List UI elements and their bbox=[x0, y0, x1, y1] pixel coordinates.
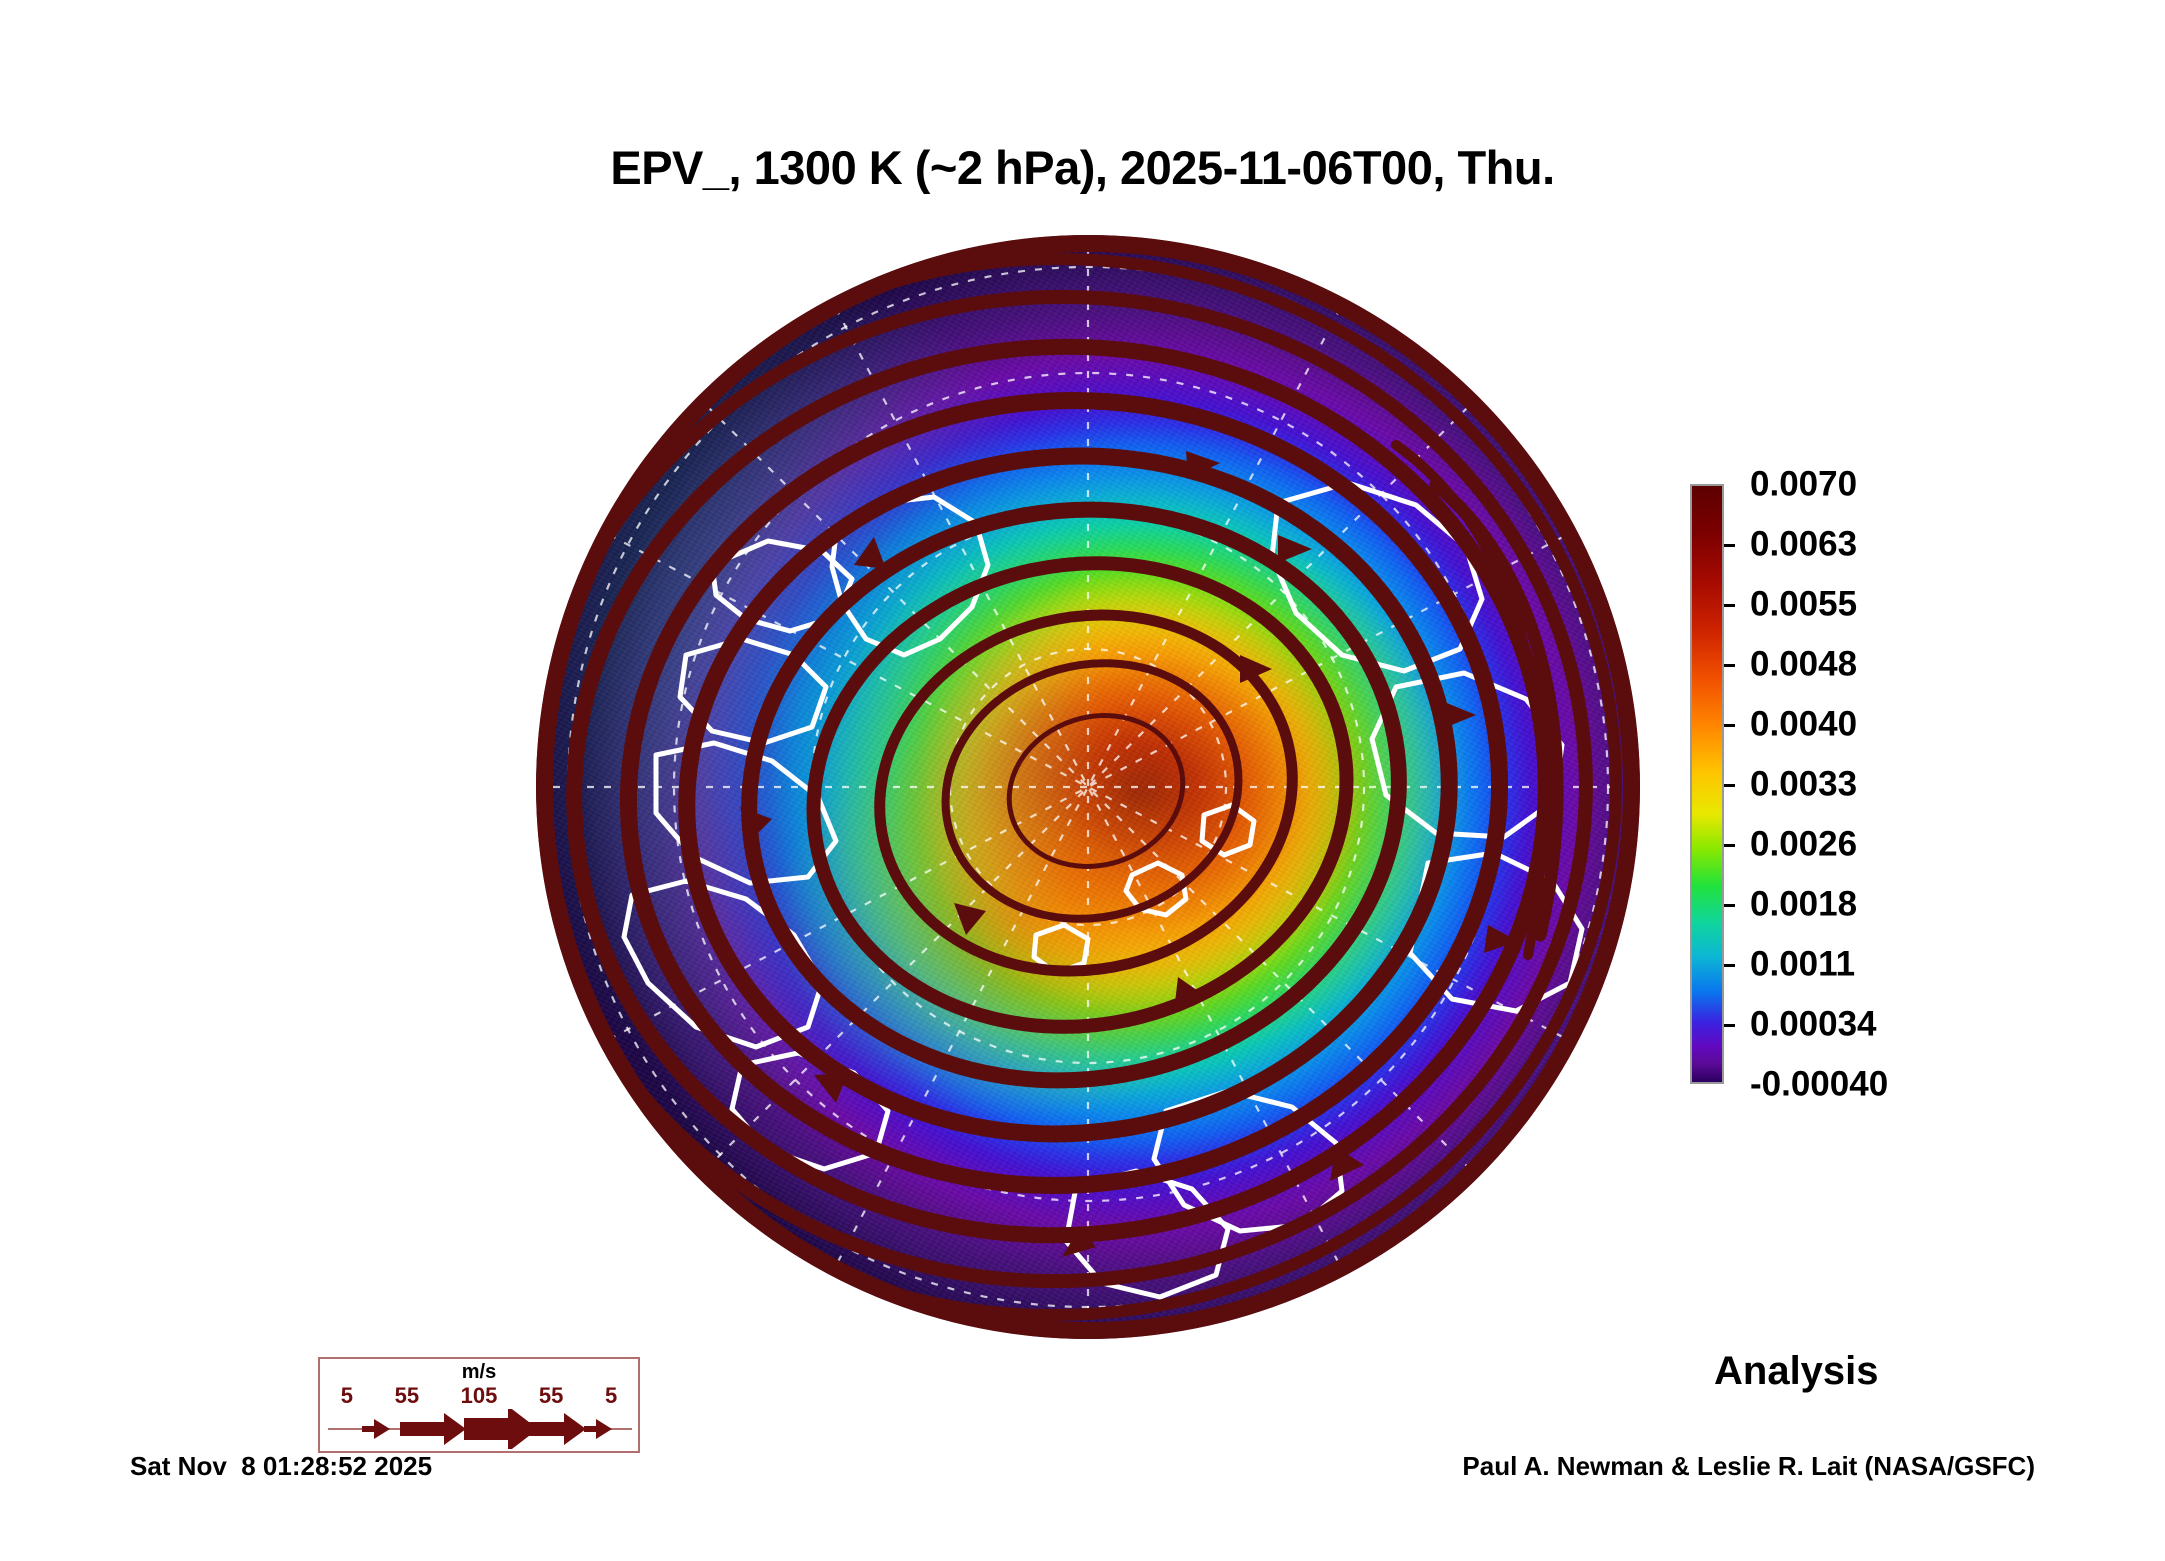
colorbar-tick-label: 0.0011 bbox=[1750, 944, 1856, 984]
colorbar-tick bbox=[1724, 844, 1735, 847]
polar-projection-disc bbox=[536, 235, 1640, 1339]
author-credit: Paul A. Newman & Leslie R. Lait (NASA/GS… bbox=[1462, 1451, 2035, 1481]
colorbar-tick-label: 0.0018 bbox=[1750, 884, 1858, 924]
wind-key-unit-label: m/s bbox=[461, 1361, 497, 1383]
colorbar: 0.0070 0.0063 0.0055 0.0048 0.0040 0.0033 0.00… bbox=[1690, 467, 1960, 1102]
page-title: EPV_, 1300 K (~2 hPa), 2025-11-06T00, Th… bbox=[610, 141, 1555, 194]
generation-timestamp: Sat Nov 8 01:28:52 2025 bbox=[130, 1451, 433, 1481]
colorbar-tick bbox=[1724, 724, 1735, 727]
colorbar-tick-label: -0.00040 bbox=[1750, 1064, 1889, 1104]
wind-streamline-overlay bbox=[537, 236, 1639, 1338]
colorbar-tick bbox=[1724, 964, 1735, 967]
colorbar-tick-label: 0.00034 bbox=[1750, 1004, 1877, 1044]
colorbar-gradient bbox=[1690, 484, 1724, 1084]
colorbar-tick bbox=[1724, 544, 1735, 547]
polar-map-panel bbox=[536, 235, 1640, 1339]
wind-key-value: 55 bbox=[538, 1383, 564, 1408]
map-overlay-svg bbox=[536, 235, 1640, 1339]
colorbar-tick-label: 0.0033 bbox=[1750, 764, 1858, 804]
colorbar-tick-label: 0.0070 bbox=[1750, 464, 1858, 504]
wind-key-value: 105 bbox=[460, 1383, 498, 1408]
colorbar-tick bbox=[1724, 604, 1735, 607]
wind-key-value: 55 bbox=[394, 1383, 420, 1408]
wind-key-value: 5 bbox=[340, 1383, 354, 1408]
colorbar-tick bbox=[1724, 784, 1735, 787]
colorbar-tick-label: 0.0048 bbox=[1750, 644, 1858, 684]
colorbar-tick bbox=[1724, 904, 1735, 907]
colorbar-tick-label: 0.0055 bbox=[1750, 584, 1858, 624]
colorbar-tick bbox=[1724, 664, 1735, 667]
colorbar-tick-label: 0.0026 bbox=[1750, 824, 1858, 864]
map-disc-outline bbox=[536, 235, 1640, 1339]
wind-direction-arrows bbox=[740, 451, 1518, 1257]
colorbar-tick-label: 0.0040 bbox=[1750, 704, 1858, 744]
wind-key-value: 5 bbox=[604, 1383, 618, 1408]
wind-speed-key: m/s 5 55 105 55 5 bbox=[318, 1357, 640, 1453]
colorbar-tick bbox=[1724, 1024, 1735, 1027]
wind-key-value-labels: 5 55 105 55 5 bbox=[320, 1383, 638, 1409]
colorbar-tick-label: 0.0063 bbox=[1750, 524, 1858, 564]
analysis-label: Analysis bbox=[1714, 1349, 1879, 1393]
wind-key-arrow-glyphs bbox=[328, 1409, 632, 1449]
